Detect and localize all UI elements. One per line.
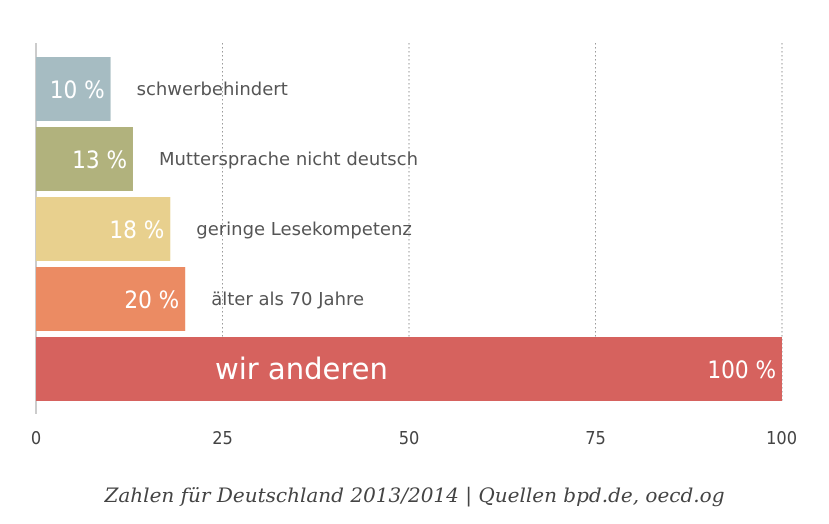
- bar-category-label-2: geringe Lesekompetenz: [196, 219, 412, 240]
- bar-value-label-0: 10 %: [50, 76, 105, 104]
- bar-category-label-1: Muttersprache nicht deutsch: [159, 149, 418, 170]
- bar-value-label-1: 13 %: [72, 146, 127, 174]
- bar-value-label-3: 20 %: [124, 286, 179, 314]
- bar-3: [36, 267, 186, 331]
- x-tick-label-75: 75: [585, 428, 606, 449]
- x-tick-label-25: 25: [212, 428, 233, 449]
- bar-category-label-0: schwerbehindert: [137, 79, 288, 100]
- bar-category-label-3: älter als 70 Jahre: [211, 289, 364, 310]
- bar-4: [36, 337, 782, 401]
- bar-0: [36, 57, 111, 121]
- bar-1: [36, 127, 133, 191]
- x-tick-label-50: 50: [399, 428, 420, 449]
- source-caption: Zahlen für Deutschland 2013/2014 | Quell…: [104, 483, 725, 507]
- bar-category-label-4: wir anderen: [215, 352, 388, 386]
- x-tick-label-0: 0: [31, 428, 41, 449]
- bar-value-label-4: 100 %: [707, 356, 776, 384]
- bar-2: [36, 197, 171, 261]
- x-tick-label-100: 100: [766, 428, 797, 449]
- bar-value-label-2: 18 %: [109, 216, 164, 244]
- bar-chart: 10 % schwerbehindert 13 % Muttersprache nic…: [31, 43, 797, 449]
